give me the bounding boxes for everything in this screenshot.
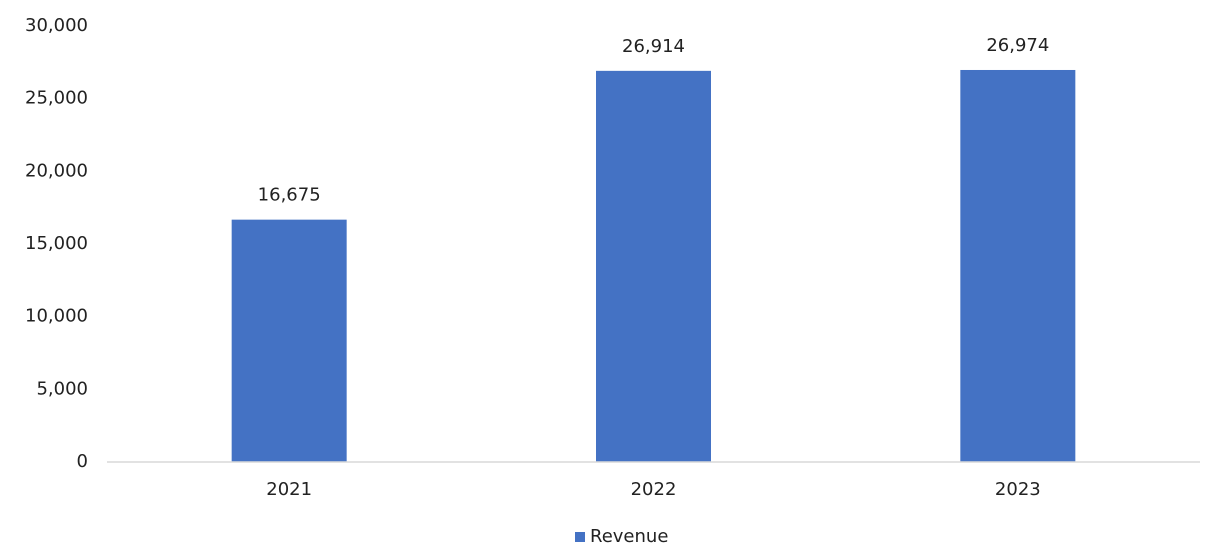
data-label: 26,974	[986, 35, 1049, 56]
bar	[960, 69, 1076, 462]
legend-swatch	[575, 532, 585, 542]
bar	[231, 219, 347, 462]
data-label: 16,675	[258, 185, 321, 206]
x-tick-label: 2023	[995, 479, 1041, 500]
y-tick-label: 25,000	[25, 88, 88, 109]
x-tick-label: 2022	[631, 479, 677, 500]
y-tick-label: 15,000	[25, 233, 88, 254]
y-tick-label: 10,000	[25, 306, 88, 327]
bar	[596, 70, 711, 463]
y-tick-label: 30,000	[25, 15, 88, 36]
x-tick-label: 2021	[266, 479, 312, 500]
data-label: 26,914	[622, 36, 685, 57]
y-tick-label: 5,000	[36, 378, 88, 399]
y-tick-label: 20,000	[25, 160, 88, 181]
legend-label: Revenue	[590, 526, 668, 547]
y-tick-label: 0	[77, 451, 88, 472]
